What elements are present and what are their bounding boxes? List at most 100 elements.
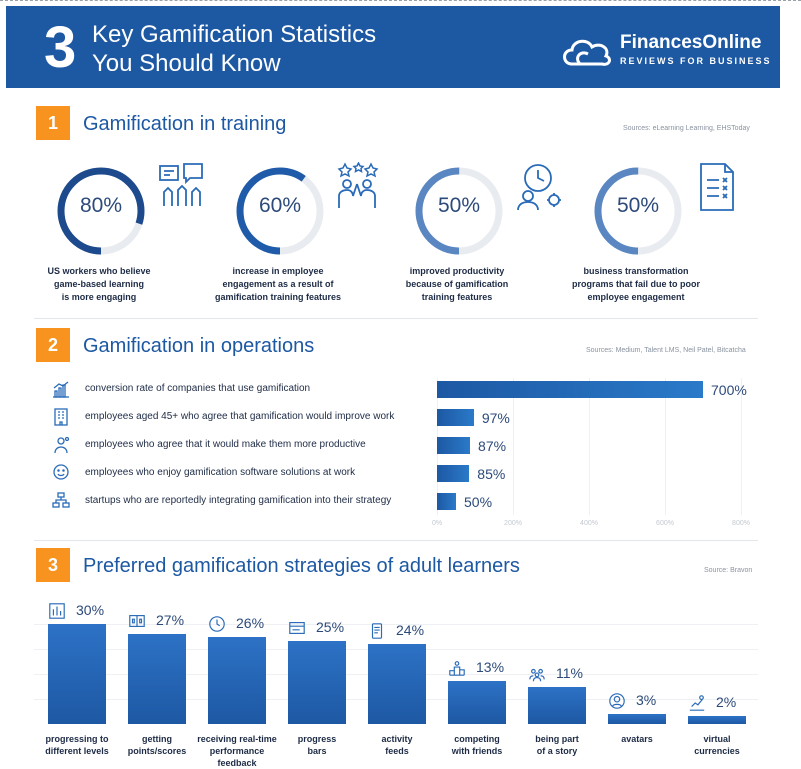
- x-tick-label: 400%: [580, 520, 598, 527]
- grid-line: [665, 378, 666, 515]
- donut-arc: [236, 167, 324, 255]
- caption-line: business transformation: [583, 266, 689, 276]
- section-3-source: Source: Bravon: [704, 567, 753, 574]
- caption-line: improved productivity: [409, 266, 505, 276]
- header-banner: 3 Key Gamification Statistics You Should…: [6, 6, 780, 88]
- category-label: avatars: [592, 733, 682, 745]
- growth-chart-icon: [51, 379, 71, 399]
- donut-value: 50%: [437, 194, 481, 217]
- category-line: activity: [381, 734, 413, 744]
- section-2-number: 2: [36, 328, 70, 362]
- category-line: different levels: [45, 746, 109, 756]
- caption-line: training features: [421, 292, 493, 302]
- caption-line: is more engaging: [61, 292, 137, 302]
- donut-arc: [415, 167, 503, 255]
- section-3-title: Preferred gamification strategies of adu…: [83, 555, 520, 577]
- top-border: [0, 0, 801, 5]
- category-line: progress: [297, 734, 337, 744]
- mobile-feed-icon: [368, 622, 386, 640]
- bar: [437, 409, 474, 426]
- category-line: feeds: [385, 746, 409, 756]
- financesonline-logo[interactable]: FinancesOnline REVIEWS FOR BUSINESS: [558, 32, 770, 72]
- category-label: getting points/scores: [112, 733, 202, 757]
- bar-value: 85%: [477, 466, 506, 482]
- category-line: being part: [535, 734, 579, 744]
- title-line-1: Key Gamification Statistics: [92, 21, 377, 48]
- caption-line: game-based learning: [53, 279, 145, 289]
- section-1-number: 1: [36, 106, 70, 140]
- productivity-clock-icon: [514, 162, 564, 217]
- scoreboard-icon: [128, 612, 146, 630]
- section-2-title: Gamification in operations: [83, 335, 315, 357]
- grid-line: [589, 378, 590, 515]
- bar: [368, 644, 426, 724]
- category-line: with friends: [451, 746, 503, 756]
- group-icon: [528, 665, 546, 683]
- checklist-icon: [693, 162, 743, 217]
- category-line: points/scores: [127, 746, 187, 756]
- donut-arc: [594, 167, 682, 255]
- bar-value: 700%: [711, 382, 747, 398]
- category-line: bars: [307, 746, 327, 756]
- bar-value: 97%: [481, 410, 510, 426]
- podium-icon: [448, 659, 466, 677]
- category-label: virtual currencies: [672, 733, 762, 757]
- bar: [437, 381, 703, 398]
- donut-value: 80%: [79, 194, 123, 217]
- bar: [608, 714, 666, 724]
- category-label: activity feeds: [352, 733, 442, 757]
- donut-value: 60%: [258, 194, 302, 217]
- bar-value: 25%: [316, 618, 345, 635]
- x-tick-label: 0%: [431, 520, 443, 527]
- donut-chart: 80%: [56, 166, 146, 256]
- bar: [688, 716, 746, 724]
- section-1-source: Sources: eLearning Learning, EHSToday: [623, 125, 750, 132]
- bar: [208, 637, 266, 724]
- bar: [288, 640, 346, 724]
- bar-value: 13%: [476, 658, 505, 675]
- caption-line: increase in employee: [232, 266, 324, 276]
- x-tick-label: 800%: [732, 520, 750, 527]
- stat-caption: business transformation programs that fai…: [561, 265, 711, 304]
- bar-value: 87%: [478, 438, 507, 454]
- grid-line: [34, 624, 758, 625]
- category-line: receiving real-time: [197, 734, 277, 744]
- divider: [34, 318, 758, 319]
- bar: [437, 437, 471, 454]
- bar: [528, 687, 586, 724]
- donut-chart: 50%: [593, 166, 683, 256]
- category-line: feedback: [217, 758, 257, 768]
- title-line-2: You Should Know: [92, 50, 281, 77]
- bar: [48, 624, 106, 724]
- bar-value: 2%: [716, 694, 737, 710]
- levels-icon: [48, 602, 66, 620]
- stat-caption: improved productivity because of gamifica…: [382, 265, 532, 304]
- x-tick-label: 200%: [504, 520, 522, 527]
- bar: [448, 680, 506, 724]
- row-label: employees who agree that it would make t…: [85, 439, 366, 450]
- category-label: receiving real-time performance feedback: [192, 733, 282, 769]
- bar-value: 27%: [156, 612, 185, 628]
- avatar-icon: [608, 692, 626, 710]
- bar-value: 26%: [236, 615, 265, 632]
- divider: [34, 540, 758, 541]
- bar-value: 3%: [636, 692, 657, 708]
- category-line: competing: [454, 734, 500, 744]
- header-number: 3: [44, 15, 77, 80]
- donut-arc: [57, 167, 145, 255]
- category-label: progressing to different levels: [32, 733, 122, 757]
- bar: [128, 634, 186, 724]
- donut-chart: 50%: [414, 166, 504, 256]
- section-2-source: Sources: Medium, Talent LMS, Neil Patel,…: [586, 347, 746, 354]
- category-line: avatars: [621, 734, 653, 744]
- bar-value: 11%: [556, 665, 583, 682]
- grid-line: [741, 378, 742, 515]
- grid-line: [513, 378, 514, 515]
- stat-caption: US workers who believe game-based learnin…: [24, 265, 174, 304]
- category-line: getting: [142, 734, 172, 744]
- caption-line: engagement as a result of: [222, 279, 334, 289]
- x-tick-label: 600%: [656, 520, 674, 527]
- logo-name: FinancesOnline: [620, 32, 762, 53]
- category-label: being part of a story: [512, 733, 602, 757]
- bar-value: 50%: [464, 494, 493, 510]
